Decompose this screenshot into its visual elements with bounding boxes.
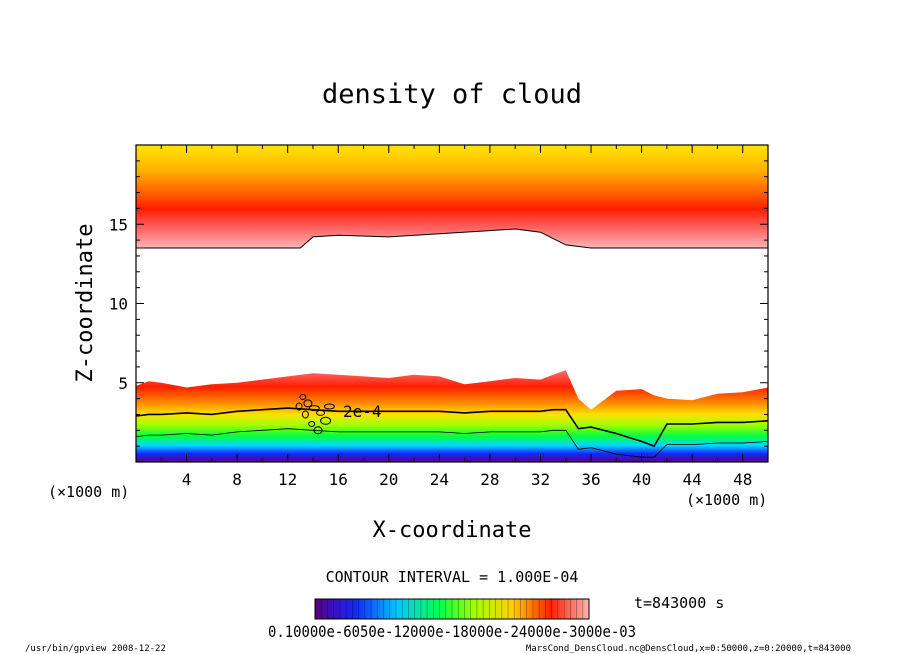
y-tick-label: 5: [118, 374, 128, 393]
time-label: t=843000 s: [634, 594, 724, 612]
x-axis-ticks: 4 8 12 16 20 24 28 32 36 40 44 48: [160, 145, 752, 489]
x-tick-label: 4: [182, 470, 192, 489]
x-tick-label: 24: [430, 470, 449, 489]
x-tick-label: 32: [531, 470, 550, 489]
colorbar: [314, 598, 590, 620]
x-tick-label: 40: [632, 470, 651, 489]
contour-label: 2e-4: [343, 402, 382, 421]
convective-cell-contours: [295, 394, 335, 435]
upper-cloud-layer: [136, 145, 768, 248]
convective-cell: [301, 410, 309, 419]
upper-cloud-contour: [136, 228, 768, 249]
x-unit-label: (×1000 m): [48, 483, 129, 501]
convective-cell: [323, 403, 335, 410]
colorbar-labels: 0.10000e-6050e-12000e-18000e-24000e-3000…: [268, 622, 636, 641]
footer-left: /usr/bin/gpview 2008-12-22: [25, 644, 166, 654]
x-tick-label: 36: [581, 470, 600, 489]
y-unit-label: (×1000 m): [686, 491, 767, 509]
contour-line-inner: [136, 428, 768, 458]
x-tick-label: 48: [733, 470, 752, 489]
footer-right: MarsCond_DensCloud.nc@DensCloud,x=0:5000…: [526, 644, 851, 654]
convective-cell: [316, 409, 326, 416]
contour-line-2e-4: [136, 407, 768, 448]
colorbar-ticks: [320, 599, 584, 619]
x-axis-label: X-coordinate: [373, 518, 532, 543]
convective-cell: [299, 394, 307, 401]
convective-cell: [320, 416, 332, 425]
x-tick-label: 44: [683, 470, 702, 489]
lower-cloud-layer: [136, 370, 768, 462]
convective-cell: [308, 405, 320, 412]
x-tick-label: 20: [379, 470, 398, 489]
convective-cell: [308, 420, 316, 427]
x-tick-label: 8: [232, 470, 242, 489]
x-tick-label: 12: [278, 470, 297, 489]
convective-cell: [303, 399, 313, 408]
convective-cell: [295, 402, 303, 411]
convective-cell: [313, 426, 323, 435]
y-axis-label: Z-coordinate: [73, 224, 98, 383]
plot-area: [136, 145, 768, 462]
x-tick-label: 16: [329, 470, 348, 489]
contour-interval-text: CONTOUR INTERVAL = 1.000E-04: [326, 568, 579, 586]
y-tick-label: 15: [109, 215, 128, 234]
x-tick-label: 28: [480, 470, 499, 489]
chart-title: density of cloud: [322, 79, 582, 110]
y-axis-ticks: 5 10 15: [109, 160, 768, 447]
y-tick-label: 10: [109, 295, 128, 314]
